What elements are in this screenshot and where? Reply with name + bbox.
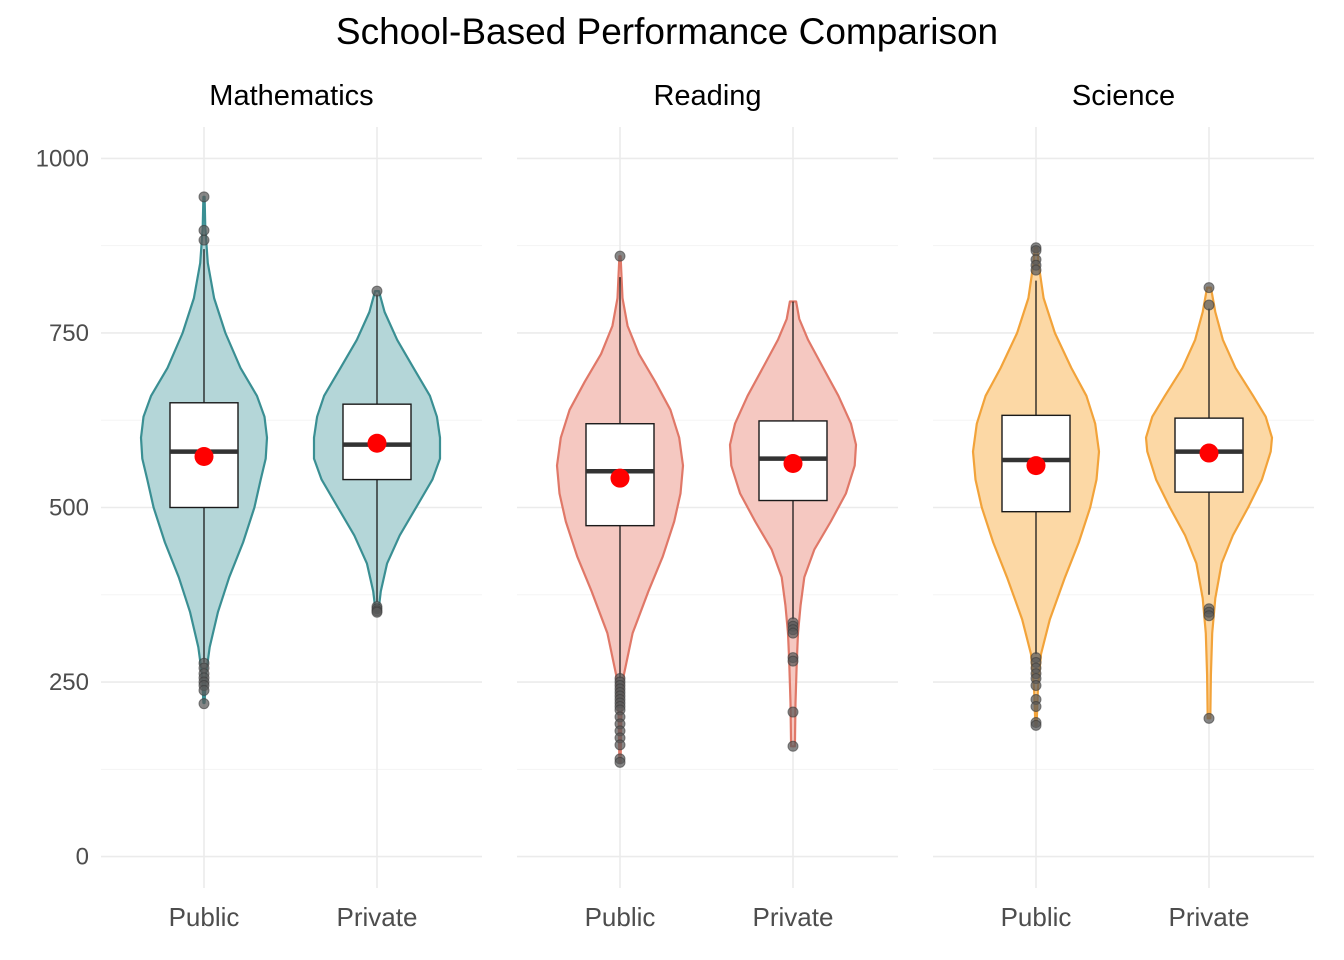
group-public: Public — [555, 250, 685, 932]
panel-mathematics: Mathematics Public Private — [101, 80, 482, 932]
group-private: Private — [312, 285, 442, 932]
y-tick-label: 1000 — [36, 145, 89, 172]
facet-label-mathematics: Mathematics — [209, 80, 373, 112]
mean-point — [367, 433, 387, 453]
outlier-point — [1203, 712, 1215, 724]
outlier-point — [1030, 245, 1042, 257]
outlier-point — [371, 606, 383, 618]
outlier-point — [1030, 680, 1042, 692]
y-tick-label: 250 — [49, 669, 89, 696]
group-public: Public — [971, 242, 1101, 932]
facet-label-science: Science — [1072, 80, 1175, 112]
outlier-point — [787, 655, 799, 667]
mean-point — [194, 447, 214, 467]
mean-point — [610, 468, 630, 488]
group-private: Private — [1144, 282, 1274, 932]
facet-label-reading: Reading — [653, 80, 761, 112]
x-tick-label: Private — [1169, 902, 1250, 932]
outlier-point — [198, 234, 210, 246]
panel-reading: Reading Public Private — [517, 80, 898, 932]
outlier-point — [1203, 282, 1215, 294]
outlier-point — [198, 191, 210, 203]
y-tick-label: 750 — [49, 320, 89, 347]
outlier-point — [198, 698, 210, 710]
mean-point — [1026, 456, 1046, 476]
x-tick-label: Public — [169, 902, 240, 932]
y-tick-label: 500 — [49, 495, 89, 522]
outlier-point — [198, 224, 210, 236]
box — [169, 402, 239, 509]
outlier-point — [614, 739, 626, 751]
x-tick-label: Private — [753, 902, 834, 932]
outlier-point — [787, 740, 799, 752]
outlier-point — [1030, 719, 1042, 731]
outlier-point — [614, 756, 626, 768]
x-tick-label: Public — [1001, 902, 1072, 932]
outlier-point — [1030, 264, 1042, 276]
outlier-point — [198, 684, 210, 696]
chart-title: School-Based Performance Comparison — [336, 11, 998, 52]
outlier-point — [787, 706, 799, 718]
mean-point — [1199, 443, 1219, 463]
x-tick-label: Private — [337, 902, 418, 932]
outlier-point — [787, 627, 799, 639]
outlier-point — [1203, 299, 1215, 311]
outlier-point — [614, 250, 626, 262]
group-public: Public — [139, 191, 269, 932]
x-tick-label: Public — [585, 902, 656, 932]
y-tick-label: 0 — [76, 844, 89, 871]
panel-science: Science Public Private — [933, 80, 1314, 932]
group-private: Private — [728, 300, 858, 932]
mean-point — [783, 454, 803, 474]
outlier-point — [371, 285, 383, 297]
outlier-point — [1030, 700, 1042, 712]
outlier-point — [1203, 610, 1215, 622]
